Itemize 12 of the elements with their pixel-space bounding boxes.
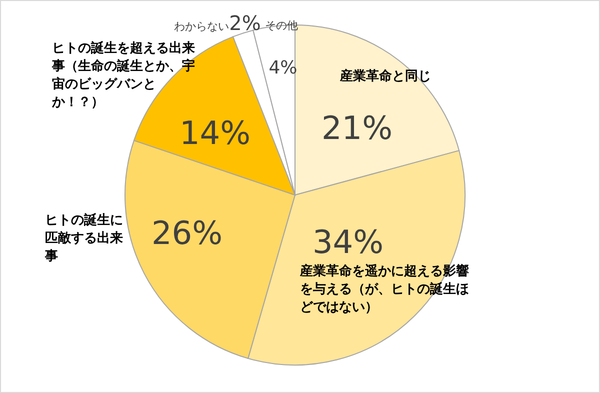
- data-label: 4%: [268, 58, 298, 78]
- slice-label: その他: [265, 18, 299, 34]
- data-label: 21%: [321, 109, 393, 147]
- slice-label: 産業革命と同じ: [340, 68, 432, 86]
- data-label: 14%: [179, 114, 251, 152]
- data-label: 34%: [312, 223, 384, 261]
- slice-label: ヒトの誕生を超える出来事（生命の誕生とか、宇宙のビッグバンとか！？）: [52, 40, 196, 112]
- slice-label: ヒトの誕生に匹敵する出来事: [45, 212, 124, 266]
- slice-label: 産業革命を遥かに超える影響を与える（が、ヒトの誕生ほどではない）: [300, 263, 470, 317]
- slice-label: わからない: [174, 20, 229, 33]
- data-label: 26%: [151, 214, 223, 252]
- data-label: 2%: [229, 11, 261, 35]
